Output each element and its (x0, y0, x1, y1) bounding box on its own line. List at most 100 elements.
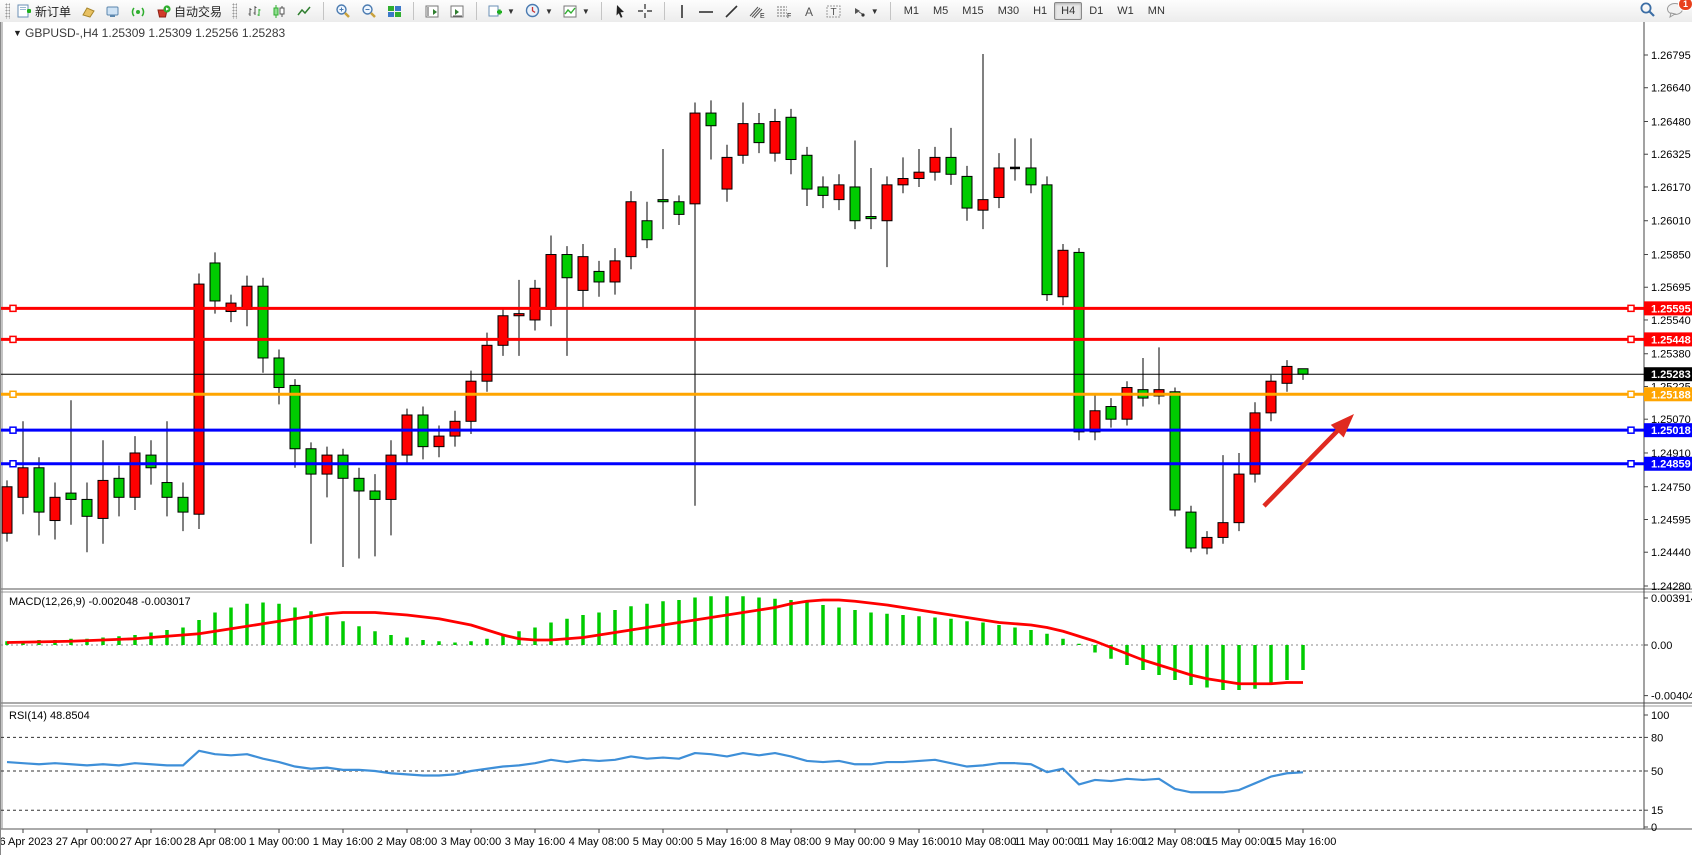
template-button[interactable]: ▼ (558, 1, 595, 22)
support-line-2[interactable]: 1.24859 (1, 456, 1692, 471)
horizontal-line-button[interactable] (693, 1, 719, 22)
line-handle[interactable] (9, 459, 17, 468)
profiles-button[interactable] (76, 1, 101, 22)
pivot-line[interactable]: 1.25188 (1, 387, 1692, 402)
profiles-icon (81, 4, 96, 19)
line-handle[interactable] (1627, 426, 1635, 434)
vertical-line-icon (680, 4, 683, 18)
macd-tick-label: 0.003914 (1651, 593, 1692, 605)
chart-area[interactable]: 1.26795 1.26640 1.26480 1.26325 1.26170 1.260… (0, 22, 1692, 855)
toolbar-grip[interactable] (5, 3, 10, 19)
text-icon: A (805, 5, 813, 19)
new-chart-button[interactable]: ▼ (483, 1, 520, 22)
price-tick-label: 1.25695 (1651, 282, 1691, 294)
price-tick-label: 1.25380 (1651, 349, 1691, 361)
candles-layer[interactable] (1, 53, 1309, 567)
price-tick-label: 1.24440 (1651, 547, 1691, 559)
line-handle[interactable] (1627, 304, 1635, 313)
fibonacci-icon: F (776, 6, 791, 19)
price-tick-label: 1.26795 (1651, 50, 1691, 62)
terminal-button[interactable] (101, 1, 126, 22)
vertical-line-button[interactable] (671, 1, 693, 22)
timeframe-m30-button[interactable]: M30 (997, 5, 1020, 17)
line-handle[interactable] (1627, 390, 1635, 399)
time-tick-label: 1 May 00:00 (249, 836, 310, 848)
price-tick-label: 1.26640 (1651, 83, 1691, 95)
line-price-label: 1.25188 (1651, 389, 1691, 401)
bar-chart-button[interactable] (242, 1, 267, 22)
tile-windows-button[interactable] (382, 1, 407, 22)
channel-button[interactable]: E (744, 1, 771, 22)
timeframe-m1-button[interactable]: M1 (903, 5, 919, 17)
text-label-icon: T (826, 5, 841, 18)
timeframe-mn-button[interactable]: MN (1147, 5, 1165, 17)
crosshair-button[interactable] (632, 0, 658, 22)
candle-chart-icon (273, 4, 285, 18)
support-line-1[interactable]: 1.25018 (1, 423, 1692, 438)
horizontal-line-icon (698, 10, 713, 13)
resistance-line-2[interactable]: 1.25448 (1, 332, 1692, 347)
rsi-pane[interactable] (6, 749, 1304, 794)
symbol-collapse-icon: ▼ (13, 28, 22, 38)
line-handle[interactable] (9, 335, 17, 344)
arrows-button[interactable]: ▼ (847, 1, 884, 22)
macd-tick-label: -0.004049 (1651, 691, 1692, 703)
toolbar-grip[interactable] (232, 3, 238, 19)
macd-tick-label: 0.00 (1651, 640, 1672, 652)
timeframe-h4-button[interactable]: H4 (1054, 2, 1083, 20)
auto-trading-button[interactable]: 自动交易 (151, 0, 227, 23)
line-handle[interactable] (1627, 335, 1635, 344)
time-tick-label: 28 Apr 08:00 (184, 836, 246, 848)
arrange-vertical-button[interactable] (420, 1, 445, 22)
line-chart-button[interactable] (292, 1, 317, 22)
text-button[interactable]: A (798, 1, 821, 22)
zoom-in-button[interactable] (330, 0, 356, 22)
macd-axis[interactable]: 0.003914 0.00 -0.004049 (1644, 593, 1692, 703)
timeframe-h1-button[interactable]: H1 (1033, 5, 1048, 17)
notifications-button[interactable]: 1 (1666, 0, 1692, 21)
tile-windows-icon (388, 5, 402, 17)
resistance-line-1[interactable]: 1.25595 (1, 301, 1692, 316)
rsi-axis[interactable]: 100 80 50 15 0 (1, 710, 1669, 834)
new-order-icon (17, 4, 32, 19)
trend-arrow-annotation[interactable] (1262, 414, 1354, 508)
cursor-icon (616, 4, 624, 18)
line-handle[interactable] (9, 304, 17, 313)
candle-chart-button[interactable] (267, 1, 292, 22)
timeframe-m15-button[interactable]: M15 (962, 5, 984, 17)
time-tick-label: 9 May 16:00 (889, 836, 950, 848)
price-tick-label: 1.25850 (1651, 250, 1691, 262)
line-handle[interactable] (1627, 459, 1635, 468)
price-tick-label: 1.24595 (1651, 514, 1691, 526)
price-tick-label: 1.24280 (1651, 581, 1691, 593)
period-icon (525, 3, 540, 18)
timeframe-m5-button[interactable]: M5 (933, 5, 949, 17)
time-tick-label: 4 May 08:00 (569, 836, 630, 848)
time-tick-label: 1 May 16:00 (313, 836, 374, 848)
line-handle[interactable] (9, 426, 17, 434)
timeframe-d1-button[interactable]: D1 (1089, 5, 1104, 17)
price-tick-label: 1.25540 (1651, 315, 1691, 327)
gbpusd-h4-chart[interactable]: 1.26795 1.26640 1.26480 1.26325 1.26170 1.260… (0, 22, 1692, 855)
rsi-label: RSI(14) 48.8504 (9, 710, 90, 722)
arrange-horizontal-button[interactable] (445, 1, 470, 22)
zoom-out-icon (362, 4, 376, 18)
line-handle[interactable] (9, 390, 17, 399)
time-tick-label: 27 Apr 16:00 (120, 836, 182, 848)
macd-pane[interactable] (1, 596, 1644, 690)
period-button[interactable]: ▼ (520, 0, 558, 22)
template-icon (563, 5, 577, 17)
trendline-icon (725, 4, 738, 18)
new-order-button[interactable]: 新订单 (12, 0, 76, 23)
fibonacci-button[interactable]: F (771, 1, 798, 22)
trendline-button[interactable] (719, 1, 744, 22)
signals-button[interactable] (126, 1, 151, 22)
price-tick-label: 1.26170 (1651, 182, 1691, 194)
zoom-out-button[interactable] (356, 0, 382, 22)
text-label-button[interactable]: T (821, 1, 847, 22)
cursor-button[interactable] (608, 1, 632, 22)
search-button[interactable] (1639, 1, 1656, 21)
timeframe-w1-button[interactable]: W1 (1117, 5, 1134, 17)
svg-text:A: A (805, 5, 813, 19)
